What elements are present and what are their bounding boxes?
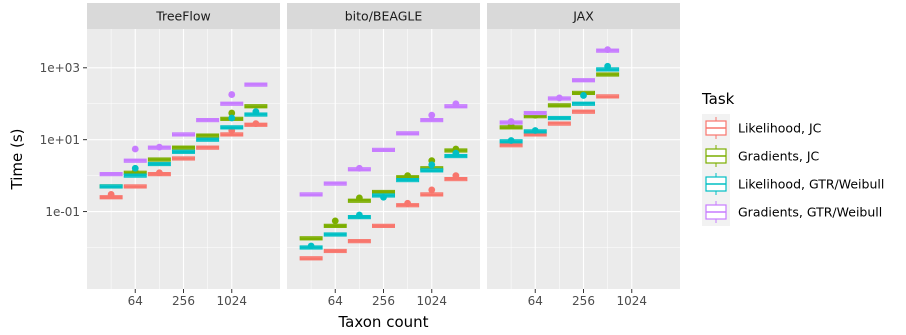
outlier-point [355, 164, 363, 172]
outlier-point [404, 199, 412, 207]
outlier-point [155, 143, 163, 151]
legend-label: Likelihood, JC [738, 121, 822, 136]
facet-strip [487, 3, 680, 29]
facet-label: bito/BEAGLE [345, 9, 423, 24]
outlier-point [452, 172, 460, 180]
outlier-point [252, 108, 260, 116]
outlier-point [555, 94, 563, 102]
outlier-point [507, 118, 515, 125]
facet-label: JAX [572, 9, 594, 24]
outlier-point [531, 127, 539, 134]
facet-strip [287, 3, 480, 29]
facet-label: TreeFlow [155, 9, 211, 24]
outlier-point [355, 194, 363, 202]
x-axis-title: Taxon count [337, 313, 428, 331]
outlier-point [428, 161, 436, 169]
x-tick-label: 1024 [616, 294, 647, 308]
outlier-point [228, 91, 236, 98]
outlier-point [131, 164, 139, 172]
legend-title: Task [701, 90, 735, 108]
outlier-point [404, 172, 412, 180]
facet-strip [87, 3, 280, 29]
legend-label: Gradients, GTR/Weibull [738, 205, 882, 220]
panel-0 [87, 29, 280, 289]
legend-label: Likelihood, GTR/Weibull [738, 177, 884, 192]
outlier-point [604, 62, 612, 70]
outlier-point [452, 100, 460, 108]
outlier-point [452, 149, 460, 157]
outlier-point [428, 186, 436, 194]
x-tick-label: 1024 [416, 294, 447, 308]
y-axis-title: Time (s) [8, 129, 26, 191]
outlier-point [307, 242, 315, 250]
outlier-point [604, 46, 612, 54]
panel-1 [287, 29, 480, 289]
outlier-point [331, 217, 339, 225]
x-tick-label: 64 [128, 294, 143, 308]
outlier-point [131, 145, 139, 153]
y-tick-label: 1e+01 [40, 133, 80, 147]
x-tick-label: 1024 [216, 294, 247, 308]
outlier-point [228, 114, 236, 122]
outlier-point [428, 111, 436, 119]
outlier-point [507, 137, 515, 144]
outlier-point [580, 92, 587, 99]
panel-2 [487, 29, 680, 289]
outlier-point [107, 191, 115, 198]
x-tick-label: 256 [572, 294, 595, 308]
x-tick-label: 64 [328, 294, 343, 308]
outlier-point [155, 169, 163, 177]
outlier-point [355, 211, 363, 219]
legend-label: Gradients, JC [738, 149, 820, 164]
outlier-point [228, 109, 236, 117]
y-tick-label: 1e+03 [40, 61, 80, 75]
x-tick-label: 64 [528, 294, 543, 308]
x-tick-label: 256 [372, 294, 395, 308]
outlier-point [252, 120, 260, 127]
y-tick-label: 1e-01 [45, 205, 80, 219]
outlier-point [380, 193, 387, 201]
x-tick-label: 256 [172, 294, 195, 308]
